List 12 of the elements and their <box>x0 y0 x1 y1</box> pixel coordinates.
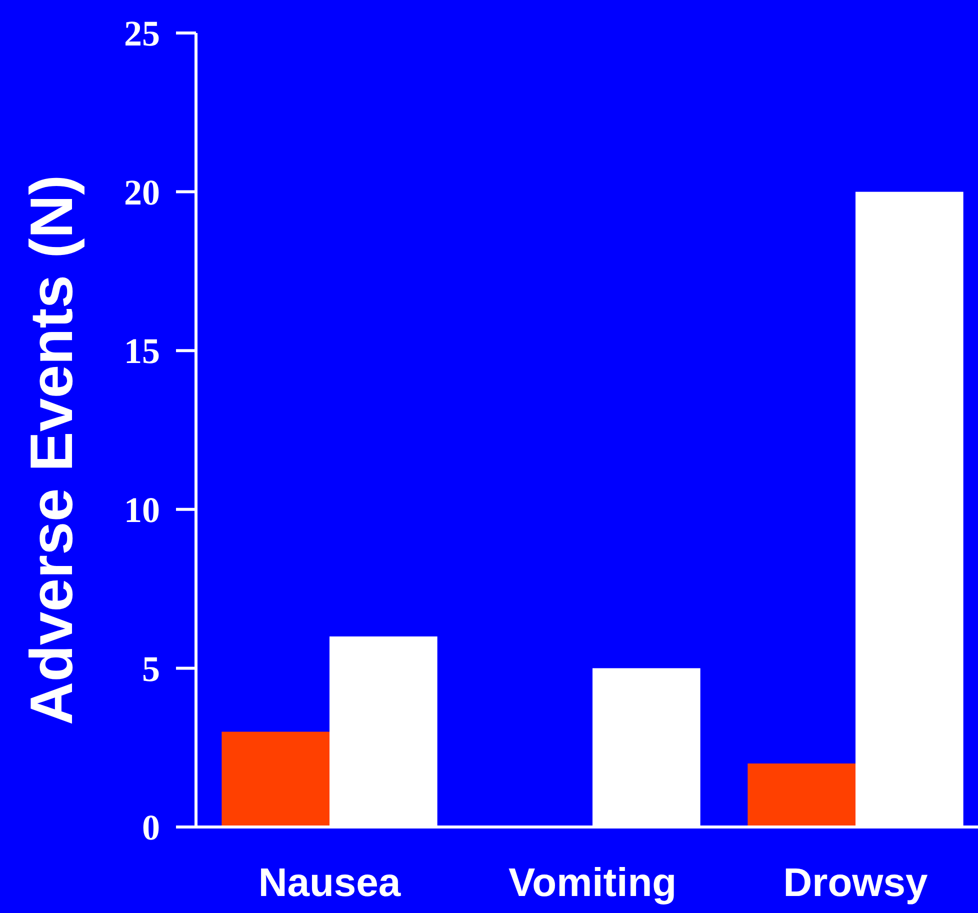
x-tick-label: Drowsy <box>783 861 928 905</box>
y-axis-title: Adverse Events (N) <box>18 174 85 726</box>
y-tick-label: 10 <box>124 490 160 530</box>
bar <box>222 732 330 827</box>
bar <box>748 763 856 827</box>
y-tick-label: 25 <box>124 14 160 54</box>
y-tick-label: 15 <box>124 331 160 372</box>
x-tick-label: Nausea <box>258 861 402 905</box>
x-tick-label: Vomiting <box>508 861 677 905</box>
y-tick-label: 20 <box>124 172 160 212</box>
y-tick-label: 0 <box>142 808 160 848</box>
y-tick-label: 5 <box>142 648 160 689</box>
